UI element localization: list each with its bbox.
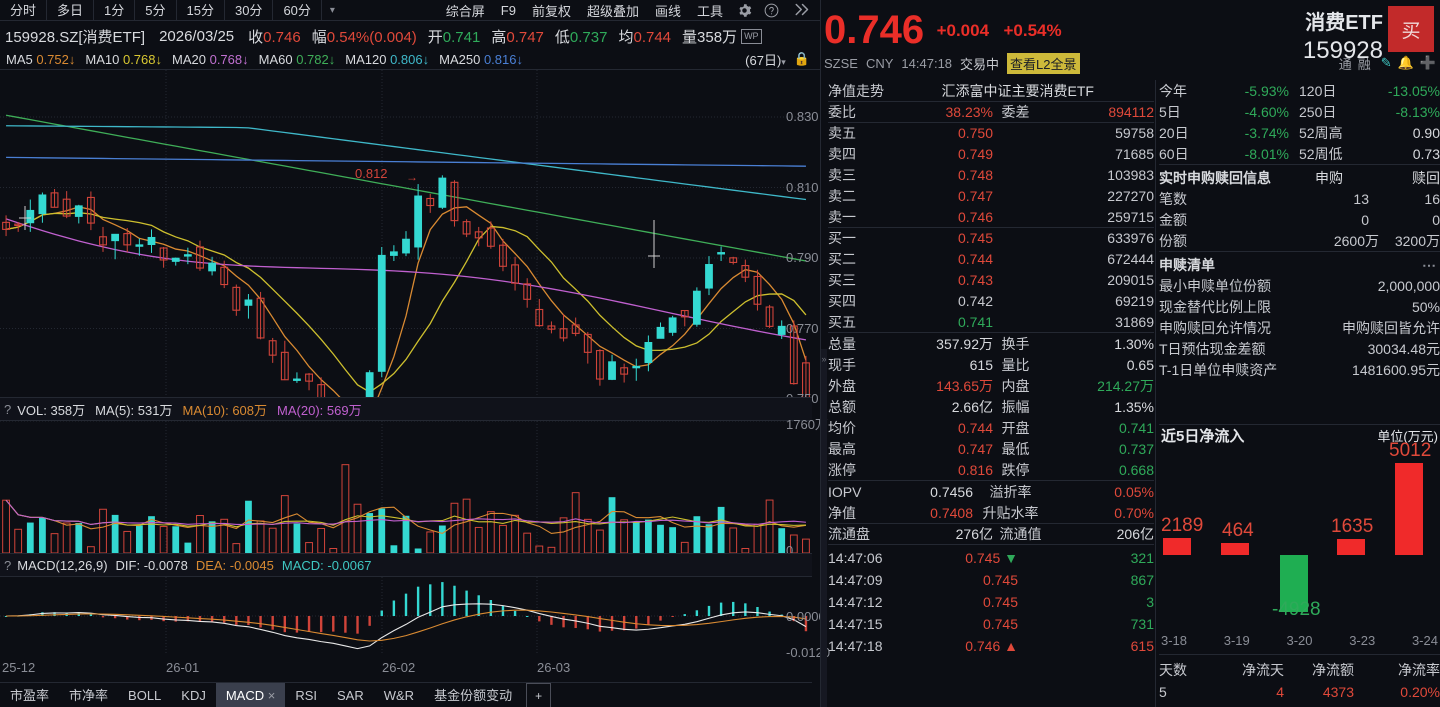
svg-text:1635: 1635 bbox=[1331, 516, 1373, 537]
svg-text:0.812: 0.812 bbox=[355, 166, 388, 181]
svg-text:464: 464 bbox=[1222, 520, 1254, 541]
svg-text:2189: 2189 bbox=[1161, 515, 1203, 536]
svg-text:-4928: -4928 bbox=[1272, 599, 1321, 620]
svg-text:5012: 5012 bbox=[1389, 440, 1431, 461]
svg-text:→: → bbox=[406, 170, 418, 184]
